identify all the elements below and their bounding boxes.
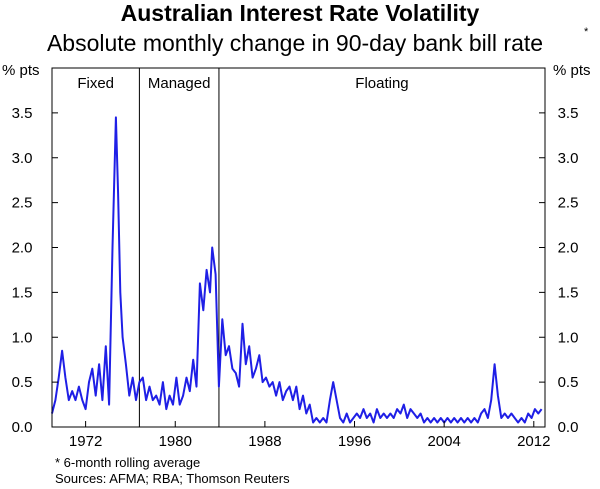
x-tick-label: 1996 (338, 433, 371, 450)
x-tick-label: 1980 (159, 433, 192, 450)
axis-layer: 0.0 0.0 0.5 0.5 1.0 1.0 1.5 1.5 2.0 2.0 2.5 2.5 3.0 3… (12, 67, 579, 450)
footnote: * 6-month rolling average (55, 455, 201, 470)
y-tick-label-right: 3.0 (558, 150, 579, 167)
y-tick-label-right: 1.5 (558, 284, 579, 301)
y-tick-label-left: 0.0 (12, 419, 33, 436)
y-tick-label-left: 2.5 (12, 195, 33, 212)
x-tick-label: 2012 (517, 433, 550, 450)
regime-label: Fixed (77, 75, 114, 92)
y-tick-label-left: 1.0 (12, 329, 33, 346)
y-tick-label-left: 0.5 (12, 374, 33, 391)
y-tick-label-left: 3.0 (12, 150, 33, 167)
y-tick-label-right: 0.5 (558, 374, 579, 391)
regime-label: Managed (148, 75, 211, 92)
y-tick-label-right: 2.0 (558, 240, 579, 257)
chart-title: Australian Interest Rate Volatility (120, 0, 480, 26)
right-axis-unit: % pts (553, 62, 591, 79)
x-tick-label: 1972 (69, 433, 102, 450)
x-tick-label: 2004 (427, 433, 460, 450)
subtitle-footnote-mark: * (584, 26, 589, 38)
y-tick-label-right: 1.0 (558, 329, 579, 346)
regime-layer: Fixed Managed Floating (77, 68, 409, 427)
chart-subtitle: Absolute monthly change in 90-day bank b… (46, 30, 544, 56)
y-tick-label-left: 3.5 (12, 105, 33, 122)
y-tick-label-right: 0.0 (558, 419, 579, 436)
y-tick-label-left: 1.5 (12, 284, 33, 301)
x-tick-label: 1988 (248, 433, 281, 450)
regime-label: Floating (355, 75, 408, 92)
sources-note: Sources: AFMA; RBA; Thomson Reuters (55, 471, 290, 486)
series-line (51, 116, 543, 424)
left-axis-unit: % pts (2, 62, 40, 79)
y-tick-label-right: 3.5 (558, 105, 579, 122)
y-tick-label-left: 2.0 (12, 240, 33, 257)
y-tick-label-right: 2.5 (558, 195, 579, 212)
